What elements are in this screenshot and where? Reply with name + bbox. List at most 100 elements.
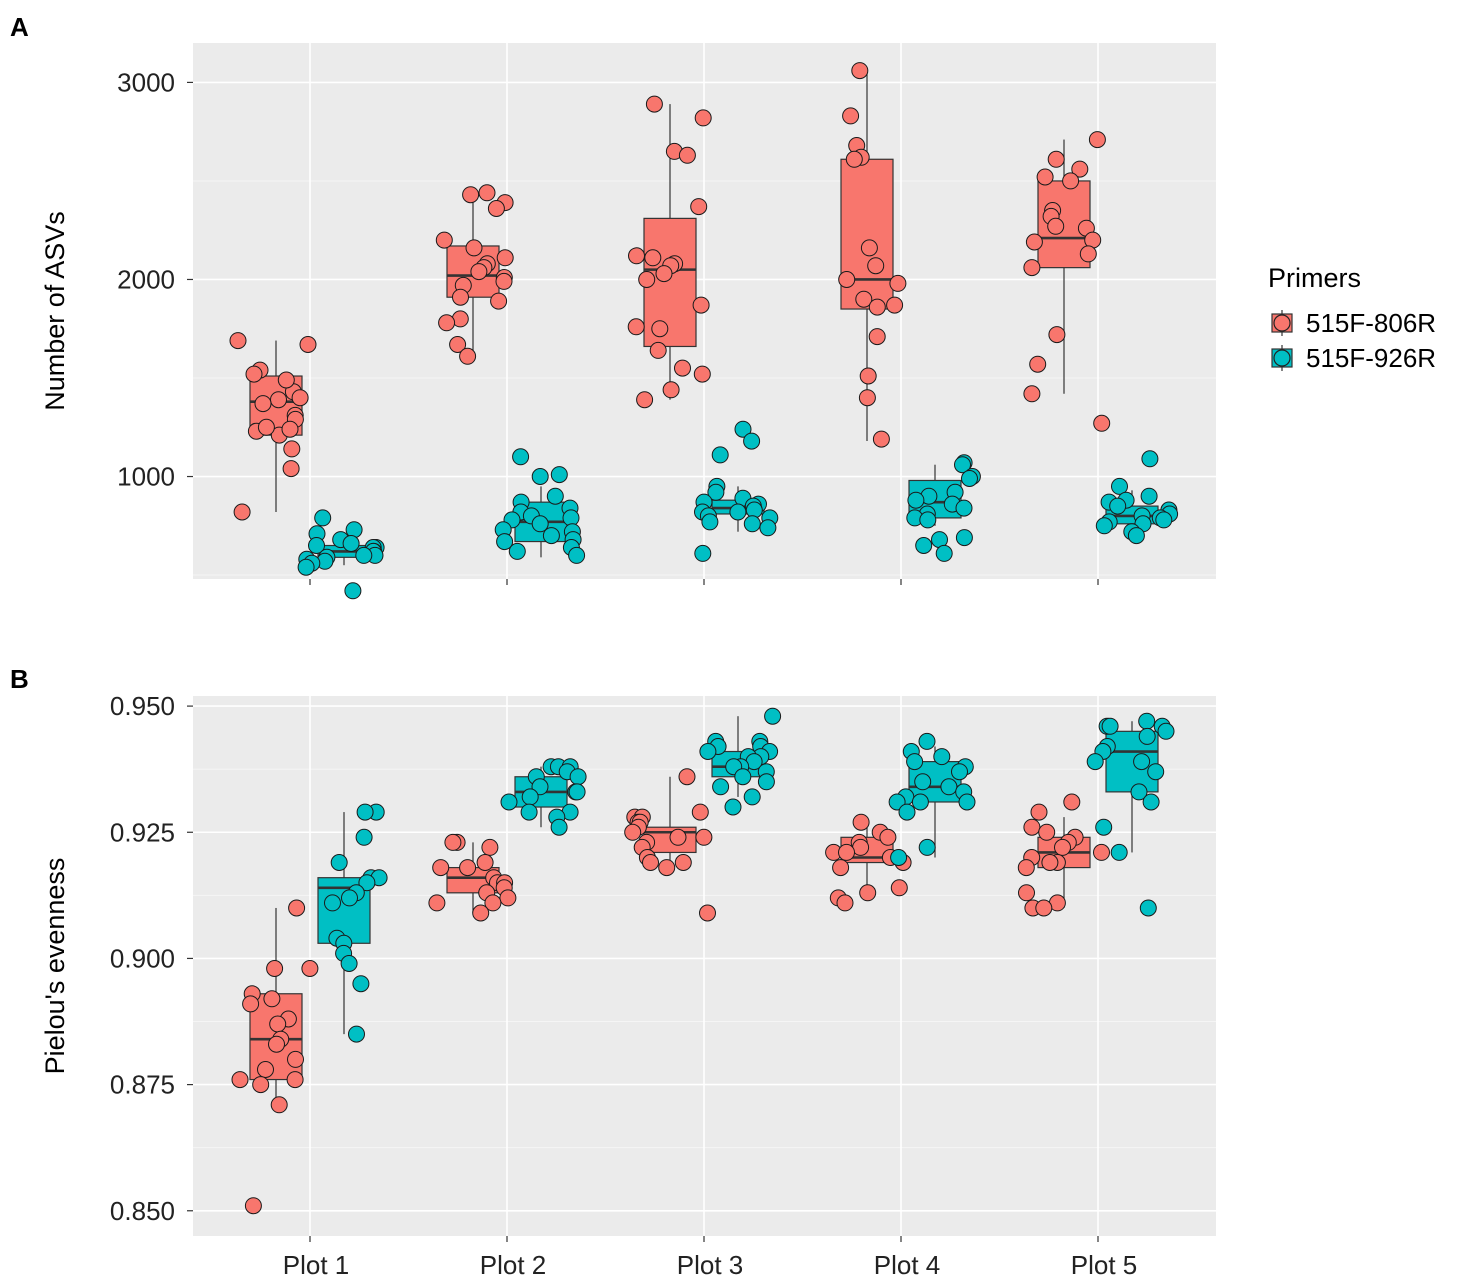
point-515f-806r (444, 833, 462, 851)
point-515f-926r (569, 768, 587, 786)
point-515f-926r (911, 793, 929, 811)
point-515f-926r (890, 849, 908, 866)
legend-entry-515f-806r: 515F-806R (1271, 308, 1436, 338)
point-515f-806r (1047, 217, 1065, 235)
point-515f-926r (542, 527, 560, 545)
point-515f-806r (1093, 414, 1111, 432)
point-515f-806r (1071, 160, 1089, 178)
point-515f-926r (724, 798, 742, 816)
point-515f-806r (1029, 355, 1047, 373)
point-515f-806r (628, 247, 645, 265)
point-515f-806r (465, 239, 483, 257)
point-515f-806r (1023, 818, 1041, 836)
point-515f-926r (330, 854, 348, 871)
point-515f-806r (868, 298, 886, 316)
panel-b-y-ticks: 0.850 0.875 0.900 0.925 0.950 (110, 691, 193, 1226)
point-515f-926r (568, 783, 586, 801)
point-515f-806r (459, 347, 477, 365)
point-515f-926r (729, 503, 747, 521)
point-515f-926r (1130, 783, 1148, 801)
point-515f-806r (1079, 245, 1097, 263)
point-515f-926r (914, 773, 932, 791)
point-515f-926r (355, 546, 373, 564)
point-515f-926r (1095, 517, 1113, 535)
panel-a-label: A (10, 12, 29, 42)
point-515f-926r (342, 535, 360, 552)
point-515f-926r (1133, 753, 1151, 771)
point-515f-926r (1142, 793, 1160, 811)
point-515f-926r (734, 420, 752, 438)
point-515f-806r (642, 854, 659, 871)
point-515f-926r (1140, 487, 1158, 505)
point-515f-806r (242, 995, 260, 1013)
point-515f-806r (269, 1015, 287, 1033)
point-515f-806r (1088, 131, 1106, 149)
point-515f-806r (868, 328, 886, 346)
point-515f-806r (499, 889, 517, 907)
point-515f-926r (701, 513, 719, 531)
legend-key-point (1273, 349, 1291, 367)
y-tick-label: 0.900 (110, 943, 175, 973)
point-515f-806r (287, 1050, 304, 1068)
point-515f-806r (655, 265, 673, 283)
point-515f-806r (644, 249, 662, 267)
point-515f-926r (935, 544, 953, 562)
point-515f-806r (692, 296, 710, 314)
point-515f-806r (283, 440, 301, 458)
panel-b: B 0.850 0.875 0.900 0.925 0.950 Plot 1 Plot 2… (10, 664, 1216, 1280)
point-515f-806r (674, 359, 691, 377)
point-515f-806r (662, 381, 680, 399)
point-515f-926r (508, 542, 526, 560)
point-515f-926r (955, 529, 973, 547)
point-515f-926r (1111, 477, 1128, 495)
point-515f-806r (699, 904, 716, 922)
point-515f-926r (940, 778, 958, 796)
point-515f-806r (832, 859, 850, 877)
point-515f-926r (1138, 727, 1156, 745)
point-515f-806r (638, 271, 656, 288)
point-515f-806r (674, 854, 692, 871)
point-515f-806r (476, 854, 494, 871)
point-515f-806r (233, 503, 251, 521)
y-tick-label: 0.925 (110, 817, 175, 847)
point-515f-806r (1041, 854, 1059, 871)
point-515f-806r (487, 200, 505, 217)
point-515f-806r (691, 803, 709, 821)
point-515f-926r (348, 1025, 365, 1043)
point-515f-926r (531, 515, 549, 533)
point-515f-926r (356, 803, 374, 821)
y-tick-label: 0.850 (110, 1196, 175, 1226)
point-515f-806r (1036, 168, 1054, 186)
point-515f-806r (252, 1076, 270, 1094)
x-tick-label-plot-2: Plot 2 (480, 1250, 547, 1280)
point-515f-926r (694, 544, 712, 562)
legend: Primers 515F-806R 515F-926R (1268, 263, 1436, 373)
x-tick-label-plot-4: Plot 4 (874, 1250, 941, 1280)
point-515f-926r (918, 838, 936, 856)
point-515f-806r (1062, 172, 1080, 190)
point-515f-806r (459, 859, 477, 877)
point-515f-806r (867, 257, 885, 275)
point-515f-806r (266, 960, 284, 977)
x-tick-label-plot-5: Plot 5 (1071, 1250, 1138, 1280)
point-515f-806r (693, 365, 711, 383)
point-515f-806r (288, 899, 306, 917)
point-515f-806r (291, 389, 309, 407)
point-515f-926r (1141, 450, 1159, 468)
point-515f-926r (898, 803, 916, 821)
point-515f-806r (690, 198, 708, 216)
point-515f-806r (301, 960, 319, 977)
point-515f-806r (1063, 793, 1081, 811)
panel-a-y-axis-title: Number of ASVs (40, 211, 70, 411)
point-515f-926r (340, 955, 358, 972)
x-tick-label-plot-3: Plot 3 (677, 1250, 744, 1280)
point-515f-926r (550, 818, 568, 836)
point-515f-806r (1017, 859, 1035, 877)
point-515f-806r (889, 274, 907, 292)
point-515f-806r (678, 146, 696, 164)
point-515f-806r (263, 990, 281, 1008)
point-515f-926r (550, 466, 568, 484)
point-515f-926r (1110, 843, 1128, 861)
point-515f-806r (231, 1071, 249, 1089)
point-515f-806r (842, 107, 860, 125)
